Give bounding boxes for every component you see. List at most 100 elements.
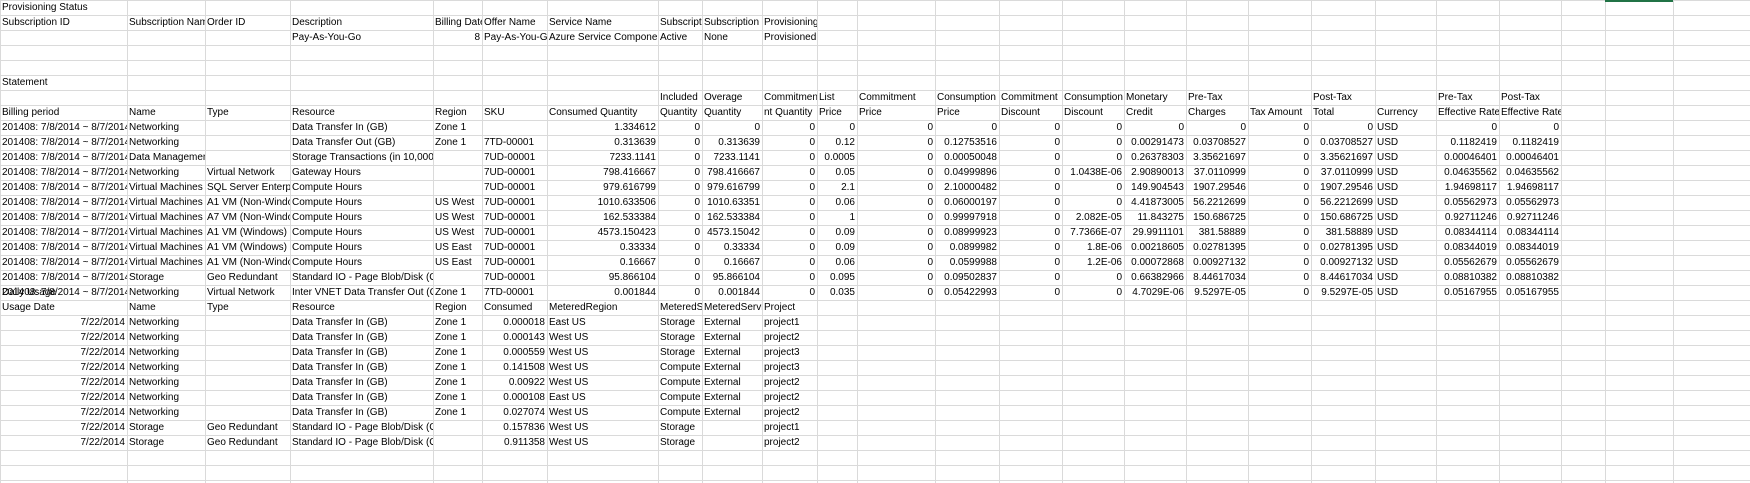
statement-cell[interactable]: 0.06000197	[944, 197, 997, 208]
daily-cell[interactable]: 7/22/2014	[80, 377, 126, 388]
statement-cell[interactable]: 0	[1116, 197, 1122, 208]
statement-cell[interactable]: 0	[1054, 152, 1060, 163]
statement-cell[interactable]: USD	[1377, 272, 1399, 283]
statement-cell[interactable]: Compute Hours	[292, 197, 363, 208]
statement-cell[interactable]: 56.2212699	[1320, 197, 1373, 208]
statement-cell[interactable]: Compute Hours	[292, 182, 363, 193]
daily-cell[interactable]: Data Transfer In (GB)	[292, 392, 388, 403]
statement-cell[interactable]: 0.00046401	[1506, 152, 1559, 163]
daily-cell[interactable]: Storage	[660, 347, 696, 358]
statement-cell[interactable]: 0	[1054, 182, 1060, 193]
daily-cell[interactable]: 7/22/2014	[80, 362, 126, 373]
provisioning-header-1[interactable]: Subscription Name	[129, 17, 205, 28]
statement-cell[interactable]: 150.686725	[1193, 212, 1246, 223]
daily-cell[interactable]: project2	[764, 392, 800, 403]
statement-cell[interactable]: Networking	[129, 167, 180, 178]
statement-header-top-9[interactable]: Commitment	[764, 92, 817, 103]
statement-cell[interactable]: 0	[927, 242, 933, 253]
statement-cell[interactable]: 1	[849, 212, 855, 223]
statement-cell[interactable]: Virtual Network	[207, 167, 275, 178]
daily-cell[interactable]: 0.141508	[503, 362, 545, 373]
statement-cell[interactable]: 0.0899982	[949, 242, 997, 253]
provisioning-cell-5[interactable]: Pay-As-You-Go	[484, 32, 547, 43]
daily-header-8[interactable]: MeteredServiceType	[704, 302, 762, 313]
statement-cell[interactable]: 0	[809, 227, 815, 238]
statement-cell[interactable]: 0.0599988	[949, 257, 997, 268]
daily-cell[interactable]: 0.911358	[504, 437, 545, 448]
daily-cell[interactable]: Zone 1	[435, 392, 467, 403]
daily-cell[interactable]: Networking	[129, 377, 180, 388]
statement-header-12[interactable]: Price	[937, 107, 960, 118]
statement-header-21[interactable]: Effective Rate	[1501, 107, 1561, 118]
statement-cell[interactable]: 0	[1116, 152, 1122, 163]
statement-header-15[interactable]: Credit	[1126, 107, 1153, 118]
statement-cell[interactable]: Networking	[129, 287, 180, 298]
daily-cell[interactable]: West US	[549, 332, 589, 343]
statement-cell[interactable]: 0	[1116, 122, 1122, 133]
statement-cell[interactable]: 0.00927132	[1193, 257, 1246, 268]
daily-cell[interactable]: External	[704, 317, 741, 328]
daily-cell[interactable]: 0.000143	[503, 332, 545, 343]
statement-cell[interactable]: USD	[1377, 152, 1399, 163]
statement-cell[interactable]: 0	[694, 197, 700, 208]
statement-cell[interactable]: 0	[809, 197, 815, 208]
statement-cell[interactable]: 0.12753516	[944, 137, 997, 148]
statement-cell[interactable]: 7233.1141	[609, 152, 656, 163]
statement-header-top-10[interactable]: List	[819, 92, 835, 103]
statement-cell[interactable]: 0	[1054, 272, 1060, 283]
daily-cell[interactable]: Data Transfer In (GB)	[292, 347, 388, 358]
statement-cell[interactable]: Compute Hours	[292, 227, 363, 238]
statement-cell[interactable]: 0.05167955	[1444, 287, 1497, 298]
statement-cell[interactable]: Virtual Machines	[129, 182, 203, 193]
statement-cell[interactable]: 7UD-00001	[484, 227, 536, 238]
daily-header-2[interactable]: Type	[207, 302, 229, 313]
statement-cell[interactable]: Virtual Machines	[129, 227, 203, 238]
statement-cell[interactable]: 0	[809, 212, 815, 223]
daily-cell[interactable]: Compute	[660, 407, 701, 418]
statement-header-top-21[interactable]: Post-Tax	[1501, 92, 1540, 103]
statement-cell[interactable]: 7TD-00001	[484, 137, 535, 148]
statement-cell[interactable]: 0	[927, 197, 933, 208]
statement-cell[interactable]: 0	[1054, 257, 1060, 268]
statement-cell[interactable]: 2.1	[841, 182, 855, 193]
statement-cell[interactable]: Storage Transactions (in 10,000s)	[292, 152, 433, 163]
statement-cell[interactable]: 0.0005	[824, 152, 855, 163]
daily-cell[interactable]: External	[704, 332, 741, 343]
daily-cell[interactable]: External	[704, 407, 741, 418]
statement-cell[interactable]: US East	[435, 257, 472, 268]
statement-cell[interactable]: 201408: 7/8/2014 ~ 8/7/2014	[2, 167, 127, 178]
statement-cell[interactable]: 0	[927, 182, 933, 193]
statement-cell[interactable]: 0.92711246	[1506, 212, 1559, 223]
statement-cell[interactable]: 4573.15042	[707, 227, 760, 238]
statement-cell[interactable]: 0	[1367, 122, 1373, 133]
statement-cell[interactable]: 37.0110999	[1320, 167, 1373, 178]
statement-cell[interactable]: 0.313639	[718, 137, 760, 148]
statement-cell[interactable]: 7UD-00001	[484, 197, 536, 208]
daily-cell[interactable]: External	[704, 377, 741, 388]
statement-cell[interactable]: 0	[927, 272, 933, 283]
daily-cell[interactable]: 7/22/2014	[80, 317, 126, 328]
statement-cell[interactable]: 0	[694, 242, 700, 253]
statement-cell[interactable]: USD	[1377, 227, 1399, 238]
statement-cell[interactable]: 0	[1491, 122, 1497, 133]
statement-cell[interactable]: 1.94698117	[1506, 182, 1559, 193]
statement-cell[interactable]: 0.08344019	[1444, 242, 1497, 253]
daily-cell[interactable]: 0.00922	[508, 377, 545, 388]
statement-cell[interactable]: 0	[1303, 227, 1309, 238]
statement-cell[interactable]: USD	[1377, 182, 1399, 193]
statement-cell[interactable]: A1 VM (Non-Windows)	[207, 257, 290, 268]
statement-cell[interactable]: 0.00218605	[1131, 242, 1184, 253]
statement-cell[interactable]: 0	[694, 227, 700, 238]
provisioning-header-8[interactable]: Subscription Description	[704, 17, 762, 28]
statement-cell[interactable]: 9.5297E-05	[1194, 287, 1246, 298]
statement-cell[interactable]: 0.08344019	[1506, 242, 1559, 253]
daily-cell[interactable]: project2	[764, 437, 800, 448]
daily-cell[interactable]: 7/22/2014	[80, 422, 126, 433]
statement-cell[interactable]: Virtual Machines	[129, 257, 203, 268]
daily-cell[interactable]: project1	[764, 422, 800, 433]
statement-cell[interactable]: 0.05	[835, 167, 855, 178]
daily-header-3[interactable]: Resource	[292, 302, 335, 313]
statement-cell[interactable]: 201408: 7/8/2014 ~ 8/7/2014	[2, 242, 127, 253]
statement-cell[interactable]: 150.686725	[1320, 212, 1373, 223]
statement-cell[interactable]: 56.2212699	[1193, 197, 1246, 208]
